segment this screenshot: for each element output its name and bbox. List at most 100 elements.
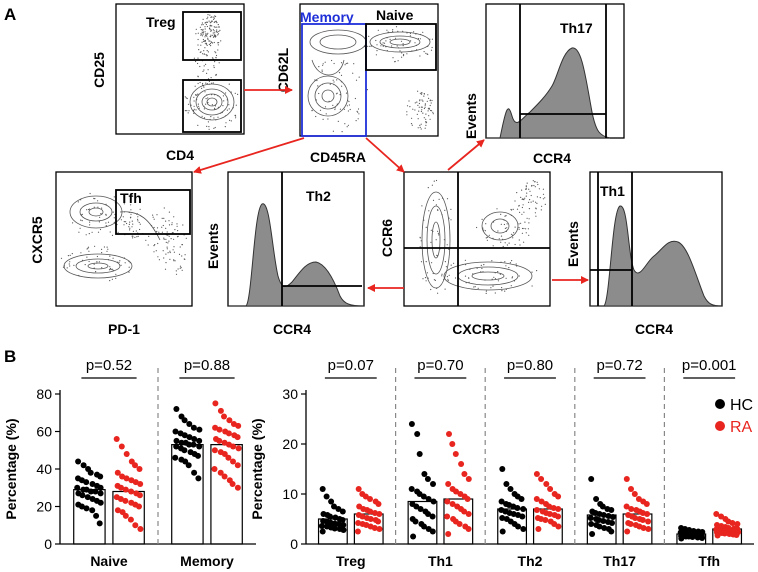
- event-dot: [113, 196, 115, 198]
- event-dot: [122, 216, 124, 218]
- event-dot: [109, 266, 111, 268]
- event-dot: [166, 231, 168, 233]
- naive-gate: [365, 23, 437, 71]
- event-dot: [492, 245, 494, 247]
- data-point: [355, 520, 362, 526]
- data-point: [452, 451, 459, 457]
- event-dot: [215, 52, 217, 54]
- event-dot: [528, 234, 530, 236]
- event-dot: [412, 108, 414, 110]
- event-dot: [109, 231, 111, 233]
- event-dot: [321, 69, 323, 71]
- data-point: [628, 486, 634, 492]
- event-dot: [441, 273, 443, 275]
- event-dot: [170, 238, 172, 240]
- data-point: [122, 512, 129, 519]
- event-dot: [125, 221, 127, 223]
- event-dot: [450, 219, 452, 221]
- event-dot: [339, 94, 341, 96]
- event-dot: [113, 221, 115, 223]
- data-point: [178, 439, 185, 446]
- event-dot: [199, 26, 201, 28]
- event-dot: [385, 40, 387, 42]
- event-dot: [527, 228, 530, 230]
- event-dot: [72, 222, 74, 224]
- event-dot: [129, 217, 132, 219]
- event-dot: [530, 201, 532, 203]
- event-dot: [171, 224, 173, 226]
- event-dot: [163, 237, 165, 239]
- event-dot: [420, 240, 422, 242]
- event-dot: [169, 250, 171, 252]
- event-dot: [153, 245, 155, 247]
- event-dot: [229, 119, 231, 121]
- event-dot: [514, 226, 516, 228]
- event-dot: [66, 267, 68, 269]
- event-dot: [209, 14, 211, 16]
- y-tick-label: 60: [36, 424, 52, 440]
- event-dot: [85, 234, 87, 236]
- event-dot: [417, 38, 419, 40]
- th17-histogram: [486, 47, 611, 139]
- event-dot: [194, 85, 196, 87]
- event-dot: [444, 261, 446, 263]
- event-dot: [93, 206, 95, 208]
- data-point: [458, 461, 465, 467]
- data-point: [543, 481, 550, 487]
- event-dot: [214, 61, 216, 63]
- data-point: [589, 531, 596, 537]
- event-dot: [370, 45, 372, 47]
- event-dot: [109, 255, 111, 257]
- data-point: [410, 533, 417, 540]
- event-dot: [427, 187, 429, 189]
- event-dot: [206, 50, 208, 52]
- event-dot: [112, 211, 114, 213]
- event-dot: [214, 15, 216, 17]
- event-dot: [212, 16, 214, 18]
- event-dot: [536, 196, 539, 198]
- event-dot: [168, 211, 170, 213]
- data-point: [600, 512, 607, 518]
- data-point: [596, 523, 603, 530]
- data-point: [600, 518, 607, 524]
- data-point: [628, 506, 635, 512]
- event-dot: [201, 87, 203, 89]
- event-dot: [214, 107, 216, 109]
- event-dot: [197, 44, 199, 46]
- event-dot: [137, 216, 139, 218]
- event-dot: [477, 287, 479, 289]
- data-point: [533, 507, 540, 513]
- event-dot: [430, 229, 432, 231]
- event-dot: [447, 280, 449, 282]
- event-dot: [105, 222, 107, 224]
- event-dot: [485, 290, 487, 292]
- data-point: [195, 452, 201, 459]
- event-dot: [525, 185, 527, 187]
- event-dot: [207, 121, 209, 123]
- event-dot: [464, 259, 466, 261]
- data-point: [96, 520, 103, 527]
- event-dot: [207, 16, 209, 18]
- event-dot: [450, 264, 452, 266]
- event-dot: [179, 267, 181, 269]
- event-dot: [528, 222, 530, 224]
- event-dot: [518, 228, 520, 230]
- event-dot: [198, 105, 200, 107]
- event-dot: [516, 208, 519, 210]
- data-point: [186, 421, 193, 427]
- event-dot: [201, 31, 203, 33]
- data-point: [644, 511, 651, 517]
- event-dot: [497, 271, 499, 273]
- event-dot: [414, 109, 416, 111]
- event-dot: [357, 111, 359, 113]
- event-dot: [208, 128, 210, 130]
- event-dot: [177, 230, 179, 232]
- event-dot: [419, 126, 421, 128]
- event-dot: [502, 245, 504, 248]
- y-axis-label: Percentage (%): [3, 418, 19, 519]
- event-dot: [217, 24, 219, 26]
- data-point: [97, 473, 104, 480]
- event-dot: [448, 248, 450, 250]
- legend-marker-hc: [715, 399, 725, 409]
- tfh-gate-label: Tfh: [120, 190, 142, 206]
